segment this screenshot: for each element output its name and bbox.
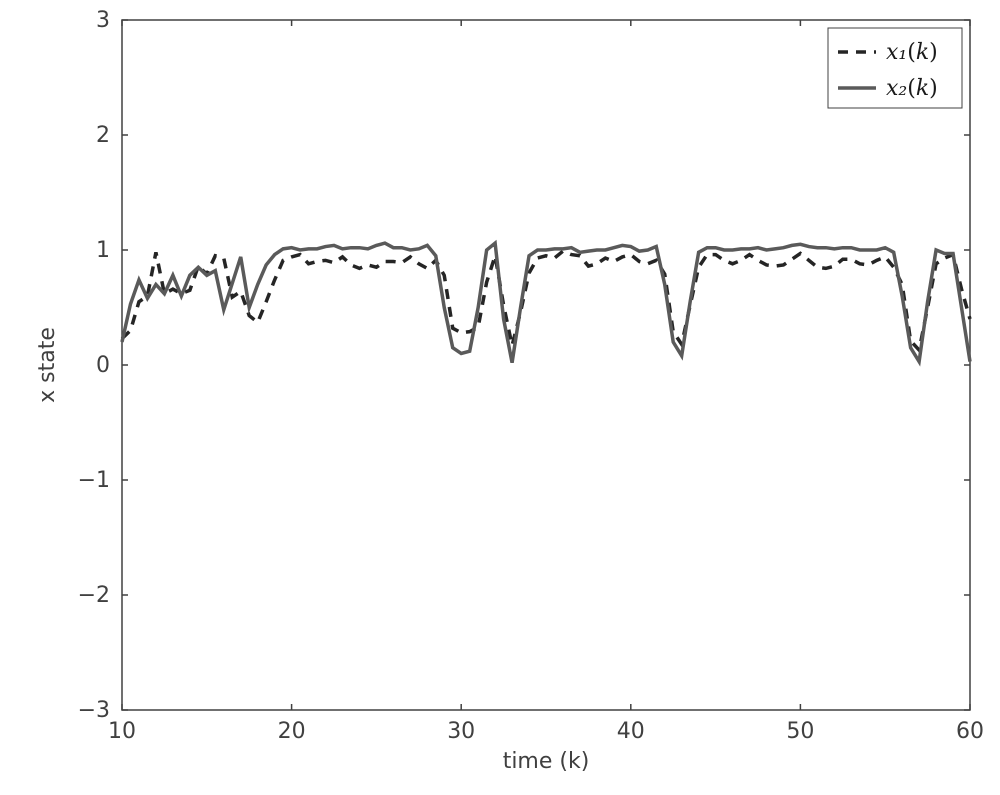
x-tick-label: 20	[278, 719, 306, 744]
y-tick-label: 0	[96, 353, 110, 378]
y-tick-label: 1	[96, 238, 110, 263]
x-tick-label: 10	[108, 719, 136, 744]
legend: x₁(k) x₂(k)	[828, 28, 962, 108]
y-tick-label: 3	[96, 8, 110, 33]
x-ticks: 10 20 30 40 50 60	[108, 20, 984, 744]
x-tick-label: 50	[786, 719, 814, 744]
state-time-chart: 10 20 30 40 50 60 −3 −2 −1 0 1 2 3 time (k) x state…	[0, 0, 1000, 795]
y-tick-label: −1	[78, 468, 110, 493]
chart-svg: 10 20 30 40 50 60 −3 −2 −1 0 1 2 3 time (k) x state…	[0, 0, 1000, 795]
y-tick-label: −2	[78, 583, 110, 608]
x-tick-label: 30	[447, 719, 475, 744]
x-axis-label: time (k)	[503, 749, 590, 774]
series-group	[122, 243, 970, 363]
plot-border	[122, 20, 970, 710]
y-tick-label: 2	[96, 123, 110, 148]
y-tick-label: −3	[78, 698, 110, 723]
x-tick-label: 60	[956, 719, 984, 744]
y-axis-label: x state	[35, 327, 60, 403]
legend-label-x1: x₁(k)	[886, 40, 938, 65]
legend-label-x2: x₂(k)	[886, 76, 938, 101]
x-tick-label: 40	[617, 719, 645, 744]
y-ticks: −3 −2 −1 0 1 2 3	[78, 8, 970, 723]
